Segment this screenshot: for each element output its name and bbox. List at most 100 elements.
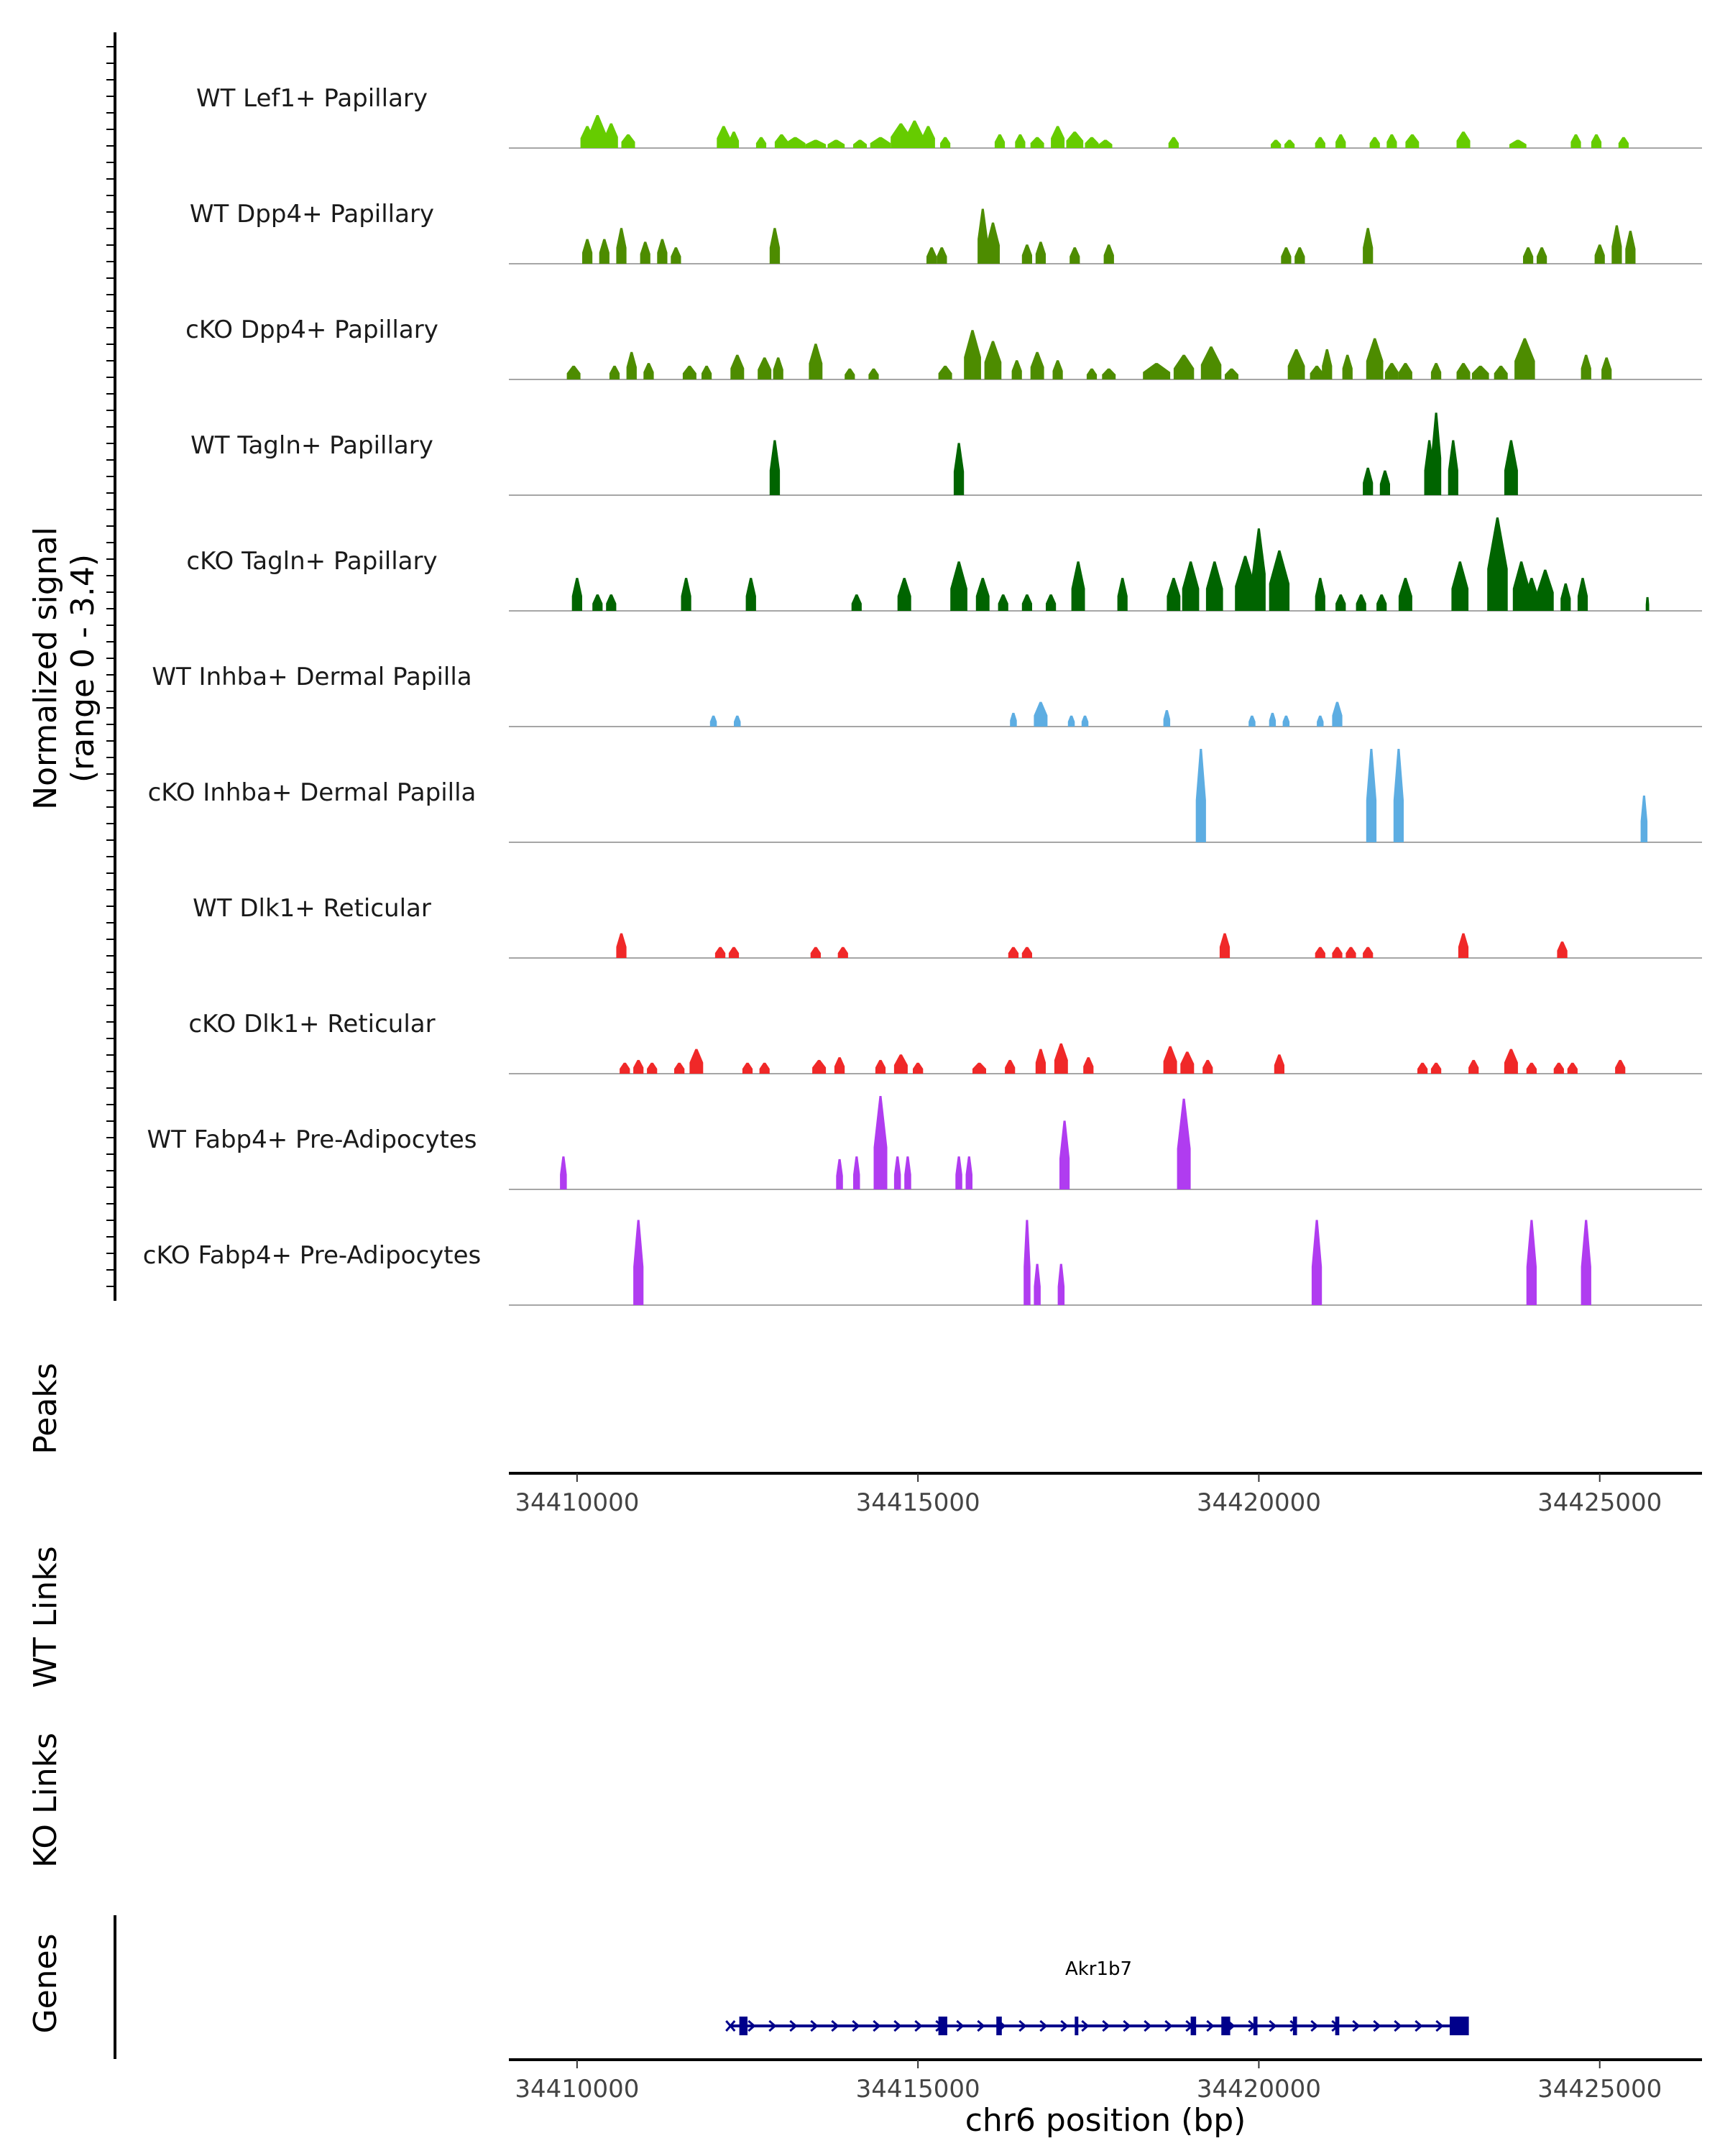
ko-links-track-label: KO Links (27, 1733, 64, 1868)
x-tick-label: 34410000 (515, 1488, 639, 1517)
signal-peak (1430, 363, 1442, 379)
signal-peak (1035, 241, 1046, 264)
signal-peak (1081, 715, 1089, 727)
signal-peak (1456, 363, 1471, 379)
signal-peak (1034, 1263, 1041, 1305)
strand-arrow (1102, 2019, 1110, 2032)
signal-peak (1143, 363, 1171, 379)
signal-peak (1195, 749, 1206, 842)
signal-peak (621, 134, 635, 148)
signal-peak (921, 126, 935, 148)
signal-peak (1553, 1062, 1564, 1074)
signal-peak (1581, 354, 1591, 379)
signal-peak (938, 365, 952, 379)
signal-peak (758, 357, 772, 379)
coverage-track: WT Dlk1+ Reticular (193, 894, 1702, 959)
signal-peak (1021, 244, 1032, 264)
signal-peak (1458, 933, 1469, 958)
signal-peak (1322, 349, 1333, 379)
signal-peak (1346, 946, 1356, 958)
signal-peak (940, 137, 951, 148)
strand-arrow (1269, 2019, 1277, 2032)
signal-peak (1294, 247, 1305, 264)
exon (996, 2017, 1002, 2035)
signal-peak (616, 228, 627, 264)
signal-peak (1021, 946, 1032, 958)
signal-peak (1046, 594, 1057, 611)
signal-peak (1384, 363, 1399, 379)
signal-peak (742, 1062, 753, 1074)
coverage-track: cKO Dpp4+ Papillary (185, 315, 1702, 380)
signal-peak (1269, 550, 1290, 611)
signal-peak (759, 1062, 770, 1074)
track-label: cKO Tagln+ Papillary (186, 547, 437, 576)
signal-peak (714, 946, 726, 958)
strand-arrow (1394, 2019, 1402, 2032)
exon (1292, 2017, 1297, 2035)
signal-peak (994, 134, 1006, 148)
signal-peak (1526, 1220, 1537, 1305)
strand-arrow (893, 2019, 902, 2032)
signal-peak (1059, 1120, 1070, 1189)
signal-peak (671, 247, 681, 264)
signal-peak (1271, 139, 1282, 148)
track-label: cKO Dpp4+ Papillary (185, 315, 438, 344)
signal-peak (1537, 569, 1554, 611)
coverage-track: cKO Dlk1+ Reticular (188, 1010, 1702, 1074)
signal-peak (1010, 712, 1017, 727)
signal-peak (560, 1156, 567, 1189)
exon (1190, 2017, 1197, 2035)
coverage-y-axis-label: Normalized signal (27, 527, 64, 810)
signal-peak (1335, 134, 1346, 148)
coverage-y-ticks (106, 46, 115, 1287)
signal-peak (1523, 247, 1534, 264)
signal-peak (870, 137, 891, 148)
signal-peak (717, 126, 731, 148)
signal-peak (1537, 247, 1547, 264)
strand-arrow (789, 2019, 798, 2032)
x-tick-label: 34415000 (856, 1488, 980, 1517)
signal-peak (1451, 561, 1469, 611)
signal-peak (812, 1059, 827, 1074)
signal-peak (1487, 517, 1508, 611)
signal-peak (1205, 561, 1223, 611)
signal-peak (1083, 1057, 1094, 1074)
signal-peak (1251, 528, 1266, 611)
signal-peak (1363, 467, 1374, 495)
signal-peak (745, 578, 756, 611)
track-label: WT Lef1+ Papillary (196, 84, 428, 113)
signal-peak (647, 1062, 658, 1074)
signal-peak (1376, 594, 1387, 611)
coverage-y-axis (106, 32, 116, 1301)
signal-peak (769, 440, 781, 495)
track-label: WT Dlk1+ Reticular (193, 894, 431, 923)
signal-peak (643, 363, 654, 379)
signal-peak (1577, 578, 1588, 611)
signal-peak (689, 1049, 704, 1074)
signal-peak (1317, 715, 1324, 727)
strand-arrow (1144, 2019, 1152, 2032)
signal-peak (1494, 365, 1508, 379)
signal-peak (1167, 578, 1181, 611)
signal-peak (955, 1156, 962, 1189)
signal-peak (592, 594, 603, 611)
signal-peak (1363, 946, 1374, 958)
signal-peak (1177, 1098, 1191, 1189)
signal-peak (978, 208, 988, 264)
strand-arrow (1060, 2019, 1069, 2032)
signal-peak (589, 115, 607, 148)
signal-peak (1086, 368, 1098, 379)
signal-peak (913, 1062, 924, 1074)
strand-arrow (748, 2019, 756, 2032)
coverage-track: WT Fabp4+ Pre-Adipocytes (147, 1096, 1702, 1190)
signal-peak (773, 357, 783, 379)
signal-peak (1315, 946, 1325, 958)
track-label: WT Dpp4+ Papillary (190, 200, 434, 229)
x-tick-label: 34415000 (856, 2075, 980, 2104)
signal-peak (1284, 139, 1295, 148)
strand-arrow (831, 2019, 840, 2032)
track-label: WT Fabp4+ Pre-Adipocytes (147, 1125, 477, 1154)
signal-peak (1024, 1220, 1031, 1305)
signal-peak (809, 344, 823, 379)
